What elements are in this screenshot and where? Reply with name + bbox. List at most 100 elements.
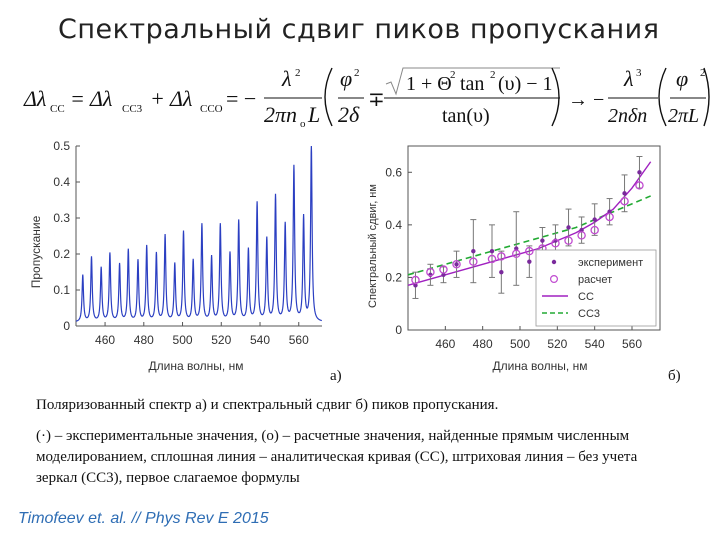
legend-label: расчет (578, 274, 612, 286)
calc-point (620, 196, 629, 206)
formula-term1: = Δλ (70, 86, 112, 111)
chartA-xlabel: Длина волны, нм (149, 359, 244, 373)
chartB-xtick-label: 460 (435, 337, 455, 351)
legend-experiment-marker (551, 259, 557, 265)
calc-point (411, 275, 420, 285)
citation: Timofeev et. al. // Phys Rev E 2015 (18, 510, 269, 527)
arrow-minus: → − (568, 89, 604, 111)
chartB-frame (407, 145, 661, 331)
legend-label: СС3 (578, 308, 600, 320)
left-paren-2 (658, 67, 667, 127)
formula-term1-sub: СС3 (122, 103, 143, 115)
calc-point (551, 239, 560, 248)
phi-den: 2δ (338, 102, 360, 127)
chartB-xlabel: Длина волны, нм (493, 359, 588, 373)
chartB-xtick-label: 480 (473, 337, 493, 351)
chartB-xtick-label: 500 (510, 337, 530, 351)
experiment-point (579, 227, 584, 233)
slide-title: Спектральный сдвиг пиков пропускания (58, 14, 660, 45)
calc-point (525, 246, 534, 256)
phi2-num: φ (676, 66, 688, 91)
phi-sup: 2 (354, 67, 360, 79)
legend-label: СС (578, 291, 594, 303)
experiment-point (489, 248, 495, 254)
chartA-ytick-label: 0 (63, 319, 70, 333)
frac1-den: 2πn (264, 102, 297, 127)
chartA-ytick-label: 0.4 (53, 175, 70, 189)
formula: Δλ СС = Δλ СС3 + Δλ ССО = − λ 2 2πn o L … (23, 66, 710, 130)
formula-lhs: Δλ (23, 86, 46, 111)
notes: (·) – экспериментальные значения, (о) – … (36, 428, 638, 486)
shift-chart: 0 0.2 0.4 0.6 460 480 500 520 540 560 эксперимент… (367, 145, 661, 373)
chartA-ylabel: Пропускание (29, 215, 43, 288)
frac3-num: λ (623, 66, 634, 91)
outer-sup: 2 (700, 67, 706, 79)
experiment-point (566, 225, 571, 230)
calc-point (469, 257, 478, 266)
caption: Поляризованный спектр а) и спектральный … (36, 397, 499, 413)
calc-point (577, 231, 586, 240)
legend-label: эксперимент (578, 257, 643, 269)
transmission-chart: 0 0.1 0.2 0.3 0.4 0.5 460 480 500 520 540 560 Длина… (29, 139, 322, 373)
phi2-den: 2πL (668, 105, 699, 127)
chartA-xtick-label: 460 (95, 333, 115, 347)
left-paren (324, 67, 333, 127)
frac1-den-tail: L (307, 102, 320, 127)
calc-point (512, 249, 521, 259)
calc-point (426, 267, 435, 277)
sqrt-body: 1 + Θ (406, 73, 452, 95)
frac3-den: 2nδn (608, 105, 647, 127)
formula-minus: = − (226, 86, 256, 111)
chartA-xtick-label: 520 (211, 333, 231, 347)
chartA-xtick-label: 560 (289, 333, 309, 347)
label-a: а) (330, 368, 342, 384)
calc-point (590, 225, 599, 235)
calc-point (605, 212, 614, 222)
experiment-point (454, 262, 459, 267)
right-paren (551, 67, 560, 127)
mp-sign: ∓ (368, 89, 385, 111)
calc-point (487, 254, 497, 264)
chartA-ytick-label: 0.1 (53, 283, 70, 297)
experiment-point (499, 269, 504, 275)
experiment-point (514, 246, 519, 251)
experiment-point (622, 191, 627, 196)
experiment-point (527, 259, 532, 264)
experiment-point (607, 209, 612, 214)
chartB-ytick-label: 0.6 (385, 165, 402, 179)
experiment-point (592, 217, 597, 222)
tan-den: tan(υ) (442, 105, 490, 127)
calc-point (497, 252, 506, 261)
frac1-num-sup: 2 (295, 67, 301, 79)
chartA-xtick-label: 540 (250, 333, 270, 347)
calc-point (635, 181, 644, 190)
experiment-point (413, 283, 418, 288)
chartA-ytick-label: 0.3 (53, 211, 70, 225)
experiment-point (637, 170, 642, 175)
chartA-ytick-label: 0.2 (53, 247, 70, 261)
right-paren-2 (703, 67, 710, 127)
spectrum-line (75, 145, 322, 322)
frac1-den-sub: o (300, 118, 306, 130)
calc-point (439, 265, 448, 274)
chartA-ytick-label: 0.5 (53, 139, 70, 153)
sqrt-tan-sup: 2 (490, 69, 496, 81)
chartA-xtick-label: 480 (134, 333, 154, 347)
chartA-xtick-label: 500 (173, 333, 193, 347)
chartB-xtick-label: 540 (585, 337, 605, 351)
frac1-num: λ (281, 66, 292, 91)
chartB-ytick-label: 0.4 (385, 218, 402, 232)
frac3-num-sup: 3 (636, 67, 642, 79)
sqrt-theta-sup: 2 (450, 69, 456, 81)
label-b: б) (668, 368, 681, 384)
calc-point (564, 236, 573, 245)
chartB-ylabel: Спектральный сдвиг, нм (367, 184, 379, 308)
experiment-point (441, 272, 446, 277)
chartB-xtick-label: 520 (547, 337, 567, 351)
sqrt-arg: (υ) − 1 (498, 73, 553, 95)
formula-term2: + Δλ (150, 86, 192, 111)
formula-term2-sub: ССО (200, 103, 223, 115)
experiment-point (540, 238, 545, 243)
chartB-ytick-label: 0.2 (385, 270, 402, 284)
sqrt-tan: tan (460, 73, 484, 95)
